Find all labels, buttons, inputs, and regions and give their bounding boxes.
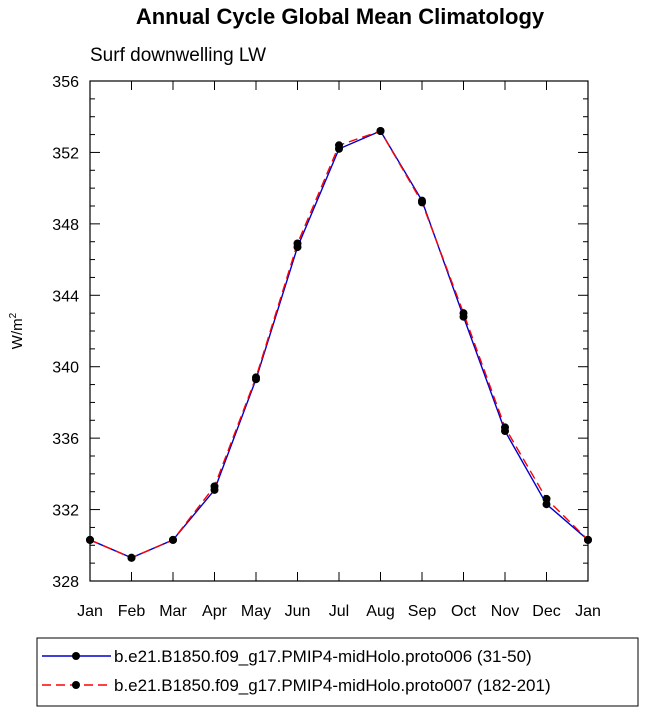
x-tick-label: Sep [408,603,437,620]
x-tick-label: Aug [366,603,394,620]
y-tick-label: 336 [52,431,79,448]
legend-label-1: b.e21.B1850.f09_g17.PMIP4-midHolo.proto0… [114,647,532,666]
x-tick-label: Apr [202,603,228,620]
series-2-point [335,141,343,150]
legend-label-2: b.e21.B1850.f09_g17.PMIP4-midHolo.proto0… [114,676,551,695]
x-tick-label: Dec [532,603,560,620]
series-2-point [127,553,136,562]
x-tick-label: Jan [77,603,103,620]
legend-marker-2 [72,681,80,689]
x-tick-label: Oct [451,603,476,620]
y-axis-label-unit: W/m [9,318,26,349]
y-tick-label: 348 [52,217,79,234]
series-2-point [293,239,302,248]
axis-ticks [89,80,589,582]
series-line-1 [89,130,589,559]
x-tick-label: Mar [159,603,187,620]
series-2-point [459,309,468,318]
y-tick-label: 352 [52,145,79,162]
y-axis-label-superscript: 2 [8,312,19,318]
x-tick-label: Feb [118,603,146,620]
y-axis-label: W/m2 [8,312,26,349]
y-tick-label: 344 [52,288,79,305]
series-line-2 [89,130,589,559]
series-2-point [418,198,426,207]
x-tick-label: Jul [329,603,349,620]
series-2-point [252,373,260,382]
y-tick-label: 332 [52,503,79,520]
series-2-point [169,535,177,544]
x-tick-label: Nov [491,603,519,620]
x-tick-label: Jan [575,603,601,620]
legend-marker-1 [72,652,80,660]
legend: b.e21.B1850.f09_g17.PMIP4-midHolo.proto0… [42,647,551,695]
series-2-point [376,127,385,135]
series-2-point [210,482,219,491]
chart-subtitle: Surf downwelling LW [90,45,266,66]
y-tick-label: 340 [52,360,79,377]
plot-frame [89,80,589,582]
y-tick-label: 356 [52,74,79,91]
series-2-point [542,494,551,503]
y-tick-labels: 328 332 336 340 344 348 352 356 [52,74,79,591]
series-layer [86,127,592,562]
y-tick-label: 328 [52,574,79,591]
series-2-point [501,423,509,432]
legend-box [36,637,639,707]
x-tick-labels: Jan Feb Mar Apr May Jun Jul Aug Sep Oct Nov Dec Jan [77,603,601,620]
chart-title: Annual Cycle Global Mean Climatology [136,4,545,29]
x-tick-label: May [241,603,271,620]
x-tick-label: Jun [285,603,311,620]
